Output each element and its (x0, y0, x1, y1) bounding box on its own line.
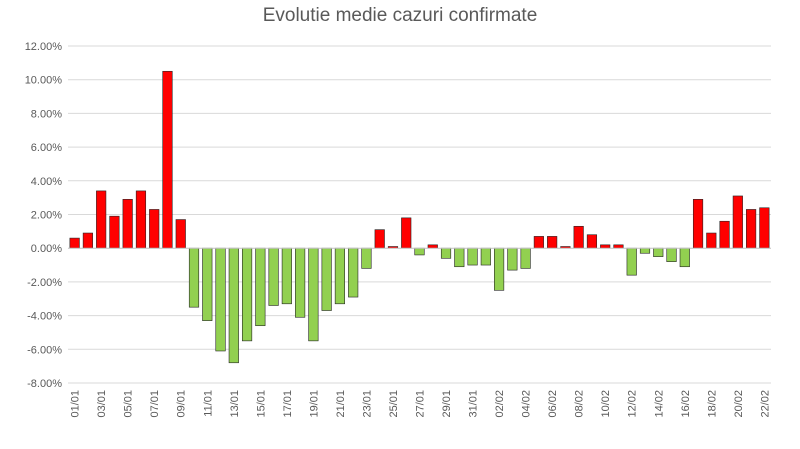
bar-01-02 (480, 247, 491, 266)
y-tick-label: 6.00% (31, 142, 62, 154)
bar-13-02 (639, 247, 651, 254)
y-tick-label: -2.00% (27, 277, 62, 289)
bar-14-01 (241, 247, 253, 342)
x-tick-label: 04/02 (521, 390, 533, 418)
x-tick-label: 25/01 (388, 390, 400, 418)
x-tick-label: 22/02 (759, 390, 771, 418)
bar-24-01 (374, 229, 385, 249)
bar-22-01 (348, 247, 359, 298)
x-tick-label: 01/01 (70, 390, 82, 418)
x-tick-label: 29/01 (441, 390, 453, 418)
bar-08-02 (573, 225, 584, 249)
bar-31-01 (467, 247, 478, 266)
x-tick-label: 03/01 (96, 390, 108, 418)
bar-15-01 (255, 247, 266, 327)
y-tick-label: 8.00% (31, 108, 62, 120)
x-tick-label: 21/01 (335, 390, 347, 418)
bar-29-01 (440, 247, 452, 259)
x-tick-label: 19/01 (308, 390, 320, 418)
bar-11-01 (202, 247, 213, 321)
bar-03-02 (507, 247, 518, 271)
bar-layer (69, 70, 770, 364)
y-tick-label: -4.00% (27, 311, 62, 323)
bar-03-01 (96, 190, 107, 249)
bar-02-01 (82, 232, 93, 249)
bar-18-02 (706, 232, 717, 249)
y-tick-label: 0.00% (31, 243, 62, 255)
bar-11-02 (613, 244, 624, 249)
bar-04-02 (520, 247, 531, 269)
x-tick-label: 10/02 (600, 390, 612, 418)
bar-21-01 (334, 247, 345, 305)
x-tick-label: 27/01 (415, 390, 427, 418)
bar-06-01 (135, 190, 147, 249)
bar-20-02 (732, 195, 743, 249)
x-tick-label: 16/02 (680, 390, 692, 418)
x-tick-label: 12/02 (627, 390, 639, 418)
x-tick-label: 02/02 (494, 390, 506, 418)
x-tick-label: 23/01 (361, 390, 373, 418)
bar-12-01 (215, 247, 226, 352)
x-tick-label: 13/01 (229, 390, 241, 418)
bar-17-01 (281, 247, 292, 305)
bar-27-01 (414, 247, 425, 256)
x-tick-label: 07/01 (149, 390, 161, 418)
bar-17-02 (692, 199, 704, 249)
bar-12-02 (626, 247, 637, 276)
x-tick-label: 09/01 (176, 390, 188, 418)
label-layer: 12.00% 10.00% 8.00% 6.00% 4.00% 2.00% 0.00% -2.… (25, 41, 772, 418)
bar-18-01 (295, 247, 306, 318)
x-tick-label: 14/02 (653, 390, 665, 418)
bar-05-02 (533, 236, 544, 249)
bar-09-01 (175, 219, 186, 249)
bar-05-01 (122, 199, 133, 249)
x-tick-label: 11/01 (202, 390, 214, 417)
bar-15-02 (666, 247, 677, 262)
bar-10-02 (600, 244, 611, 249)
bar-07-01 (149, 209, 160, 249)
bar-26-01 (401, 217, 412, 249)
x-tick-label: 08/02 (574, 390, 586, 418)
chart-title: Evolutie medie cazuri confirmate (262, 5, 538, 26)
bar-19-02 (719, 220, 730, 249)
bar-08-01 (162, 70, 173, 249)
bar-16-01 (268, 247, 279, 306)
bar-09-02 (586, 234, 598, 249)
bar-20-01 (321, 247, 332, 311)
bar-22-02 (759, 207, 770, 249)
bar-14-02 (653, 247, 664, 257)
bar-04-01 (109, 215, 120, 249)
y-tick-label: 10.00% (25, 75, 63, 87)
bar-21-02 (746, 209, 757, 249)
bar-28-01 (427, 244, 438, 249)
bar-02-02 (494, 247, 505, 291)
x-tick-label: 15/01 (255, 390, 267, 418)
bar-30-01 (454, 247, 465, 268)
y-tick-label: 2.00% (31, 210, 62, 222)
bar-13-01 (228, 247, 239, 364)
y-tick-label: 4.00% (31, 176, 62, 188)
y-tick-label: 12.00% (25, 41, 63, 53)
bar-19-01 (308, 247, 319, 342)
y-tick-label: -6.00% (27, 344, 62, 356)
bar-06-02 (547, 236, 558, 249)
bar-01-01 (69, 237, 80, 249)
x-tick-label: 05/01 (123, 390, 135, 418)
grid-layer (68, 45, 771, 384)
x-tick-label: 17/01 (282, 390, 294, 418)
y-tick-label: -8.00% (27, 378, 62, 390)
x-tick-label: 06/02 (547, 390, 559, 418)
bar-23-01 (361, 247, 372, 269)
x-tick-label: 20/02 (733, 390, 745, 418)
bar-16-02 (679, 247, 690, 268)
bar-10-01 (188, 247, 200, 308)
x-tick-label: 18/02 (706, 390, 718, 418)
x-tick-label: 31/01 (468, 390, 480, 418)
